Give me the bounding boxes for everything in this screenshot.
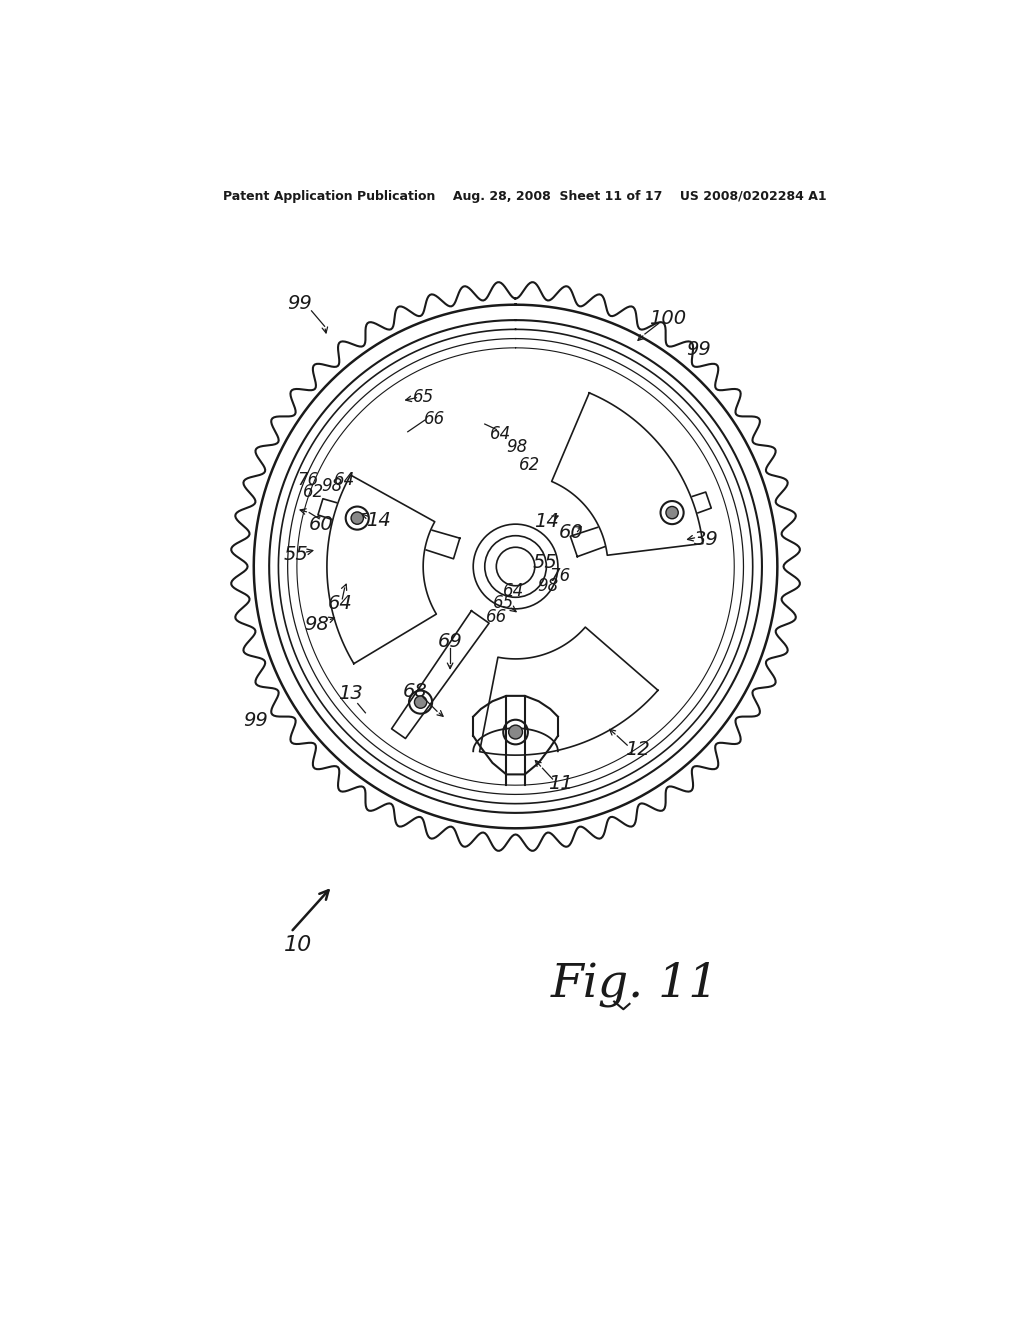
Text: 55: 55 (284, 545, 308, 565)
Text: 65: 65 (413, 388, 434, 407)
Text: 98: 98 (322, 477, 343, 495)
Circle shape (509, 725, 522, 739)
Text: 11: 11 (548, 774, 572, 793)
Text: 62: 62 (303, 483, 325, 500)
Text: 69: 69 (437, 632, 463, 652)
Text: 64: 64 (334, 471, 355, 490)
Text: 60: 60 (559, 523, 584, 543)
Text: 65: 65 (494, 594, 515, 612)
Circle shape (351, 512, 364, 524)
Text: 68: 68 (403, 681, 428, 701)
Text: 98: 98 (538, 577, 558, 595)
Text: 64: 64 (489, 425, 511, 444)
Text: 12: 12 (625, 741, 649, 759)
Text: 60: 60 (309, 515, 334, 533)
Text: Patent Application Publication    Aug. 28, 2008  Sheet 11 of 17    US 2008/02022: Patent Application Publication Aug. 28, … (223, 190, 826, 203)
Text: 98: 98 (507, 438, 527, 457)
Circle shape (666, 507, 678, 519)
Text: 99: 99 (686, 339, 712, 359)
Text: 64: 64 (328, 594, 352, 612)
Polygon shape (327, 475, 436, 664)
Text: 62: 62 (519, 455, 540, 474)
Text: 76: 76 (550, 566, 570, 585)
Text: 14: 14 (367, 511, 391, 529)
Polygon shape (552, 393, 702, 556)
Text: 99: 99 (243, 711, 267, 730)
Text: 76: 76 (297, 471, 318, 490)
Text: 13: 13 (338, 684, 362, 704)
Text: 66: 66 (485, 607, 507, 626)
Text: 98: 98 (304, 615, 330, 634)
Circle shape (415, 696, 427, 709)
Text: Fig. 11: Fig. 11 (551, 961, 719, 1007)
Text: 64: 64 (504, 582, 524, 601)
Text: 100: 100 (649, 309, 686, 329)
Text: 66: 66 (424, 409, 445, 428)
Text: 14: 14 (534, 512, 559, 532)
Text: 55: 55 (532, 553, 557, 572)
Polygon shape (479, 627, 658, 755)
Text: 10: 10 (285, 936, 312, 956)
Text: 39: 39 (694, 531, 719, 549)
Text: 99: 99 (288, 293, 312, 313)
